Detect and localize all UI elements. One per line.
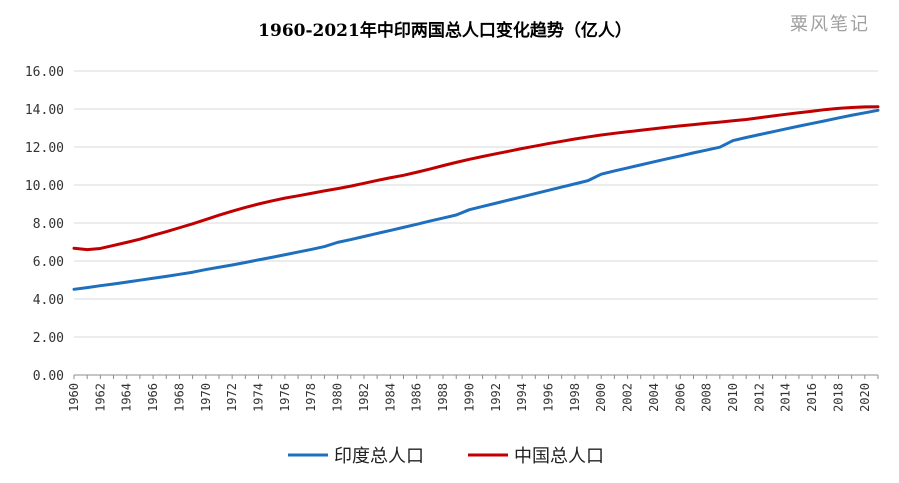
y-tick-label: 4.00 bbox=[33, 293, 64, 308]
axes: 0.00 2.00 4.00 6.00 8.00 10.00 12.00 14.00 16.00… bbox=[25, 65, 879, 412]
x-tick-label: 2018 bbox=[831, 383, 845, 412]
x-tick-label: 2008 bbox=[700, 383, 714, 412]
x-tick-label: 1968 bbox=[172, 383, 186, 412]
x-tick-label: 1980 bbox=[331, 383, 345, 412]
x-tick-label: 2010 bbox=[726, 383, 740, 412]
y-tick-label: 6.00 bbox=[33, 255, 64, 270]
chart-title: 1960-2021年中印两国总人口变化趋势（亿人） bbox=[258, 20, 632, 41]
legend: 印度总人口 中国总人口 bbox=[288, 446, 604, 467]
x-tick-label: 1970 bbox=[199, 383, 213, 412]
y-tick-label: 14.00 bbox=[25, 103, 64, 118]
x-tick-label: 1960 bbox=[67, 383, 81, 412]
x-tick-label: 2020 bbox=[858, 383, 872, 412]
x-tick-label: 1962 bbox=[93, 383, 107, 412]
x-tick-label: 1994 bbox=[515, 383, 529, 412]
y-tick-label: 16.00 bbox=[25, 65, 64, 80]
x-tick-label: 1964 bbox=[120, 383, 134, 412]
x-tick-label: 2014 bbox=[779, 383, 793, 412]
x-tick-label: 1990 bbox=[462, 383, 476, 412]
gridlines bbox=[74, 70, 878, 338]
x-tick-label: 1998 bbox=[568, 383, 582, 412]
x-tick-label: 1988 bbox=[436, 383, 450, 412]
legend-label: 中国总人口 bbox=[514, 446, 604, 467]
legend-label: 印度总人口 bbox=[334, 446, 424, 467]
x-tick-label: 2012 bbox=[752, 383, 766, 412]
x-tick-label: 1974 bbox=[252, 383, 266, 412]
x-tick-label: 2000 bbox=[594, 383, 608, 412]
x-tick-label: 1986 bbox=[410, 383, 424, 412]
x-tick-label: 1996 bbox=[541, 383, 555, 412]
series-line-india bbox=[72, 108, 880, 291]
watermark-text: 粟风笔记 bbox=[790, 14, 870, 35]
x-tick-label: 1992 bbox=[489, 383, 503, 412]
y-tick-label: 8.00 bbox=[33, 217, 64, 232]
x-tick-label: 1982 bbox=[357, 383, 371, 412]
x-tick-label: 1984 bbox=[383, 383, 397, 412]
y-tick-label: 2.00 bbox=[33, 331, 64, 346]
x-tick-label: 1978 bbox=[304, 383, 318, 412]
series-lines bbox=[72, 105, 880, 291]
x-tick-label: 2002 bbox=[621, 383, 635, 412]
series-line-china bbox=[72, 105, 880, 252]
x-tick-label: 2016 bbox=[805, 383, 819, 412]
y-tick-label: 0.00 bbox=[33, 369, 64, 384]
x-tick-label: 2006 bbox=[673, 383, 687, 412]
x-tick-label: 1966 bbox=[146, 383, 160, 412]
y-tick-label: 12.00 bbox=[25, 141, 64, 156]
x-tick-label: 1976 bbox=[278, 383, 292, 412]
y-tick-label: 10.00 bbox=[25, 179, 64, 194]
x-tick-label: 1972 bbox=[225, 383, 239, 412]
x-tick-label: 2004 bbox=[647, 383, 661, 412]
